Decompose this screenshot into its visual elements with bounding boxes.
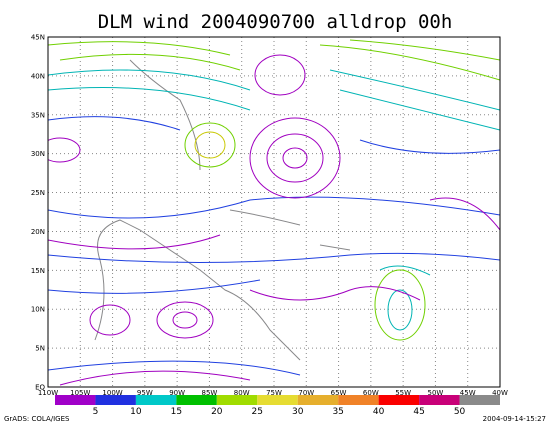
lon-label: 110W: [38, 389, 58, 397]
colorbar-label: 45: [413, 407, 424, 417]
footer-right: 2004-09-14-15:27: [483, 415, 546, 423]
lat-label: 20N: [31, 228, 45, 236]
lat-label: 25N: [31, 189, 45, 197]
lon-label: 85W: [202, 389, 218, 397]
colorbar-swatch: [419, 395, 460, 405]
lon-label: 90W: [169, 389, 185, 397]
streamlines: [48, 39, 500, 386]
colorbar-label: 15: [171, 407, 182, 417]
lat-label: 15N: [31, 267, 45, 275]
colorbar-swatch: [55, 395, 96, 405]
footer-left: GrADS: COLA/IGES: [4, 415, 70, 423]
lat-label: 40N: [31, 72, 45, 80]
lon-label: 70W: [298, 389, 314, 397]
colorbar-label: 5: [93, 407, 99, 417]
colorbar-label: 35: [332, 407, 343, 417]
streamline: [184, 122, 236, 168]
streamline: [194, 131, 226, 159]
colorbar: 5 10 15 20 25 30 35 40 45 50: [55, 395, 500, 417]
lon-label: 40W: [492, 389, 508, 397]
colorbar-label: 25: [252, 407, 263, 417]
lat-label: 35N: [31, 111, 45, 119]
colorbar-label: 50: [454, 407, 466, 417]
streamline-group: [48, 54, 500, 386]
streamline: [48, 39, 500, 81]
colorbar-swatch: [257, 395, 298, 405]
lon-label: 105W: [70, 389, 90, 397]
lon-label: 55W: [395, 389, 411, 397]
colorbar-label: 20: [211, 407, 223, 417]
colorbar-label: 30: [292, 407, 304, 417]
colorbar-swatch: [176, 395, 217, 405]
colorbar-swatch: [297, 395, 339, 405]
colorbar-swatch: [338, 395, 379, 405]
lon-label: 50W: [428, 389, 444, 397]
streamline: [48, 69, 500, 276]
lon-label: 75W: [266, 389, 282, 397]
coastline: [94, 59, 351, 361]
colorbar-swatch: [135, 395, 177, 405]
colorbar-swatch: [216, 395, 258, 405]
streamline: [48, 116, 500, 376]
streamline: [387, 289, 413, 331]
colorbar-swatch: [459, 395, 500, 405]
title: DLM wind 2004090700 alldrop 00h: [98, 11, 453, 33]
colorbar-label: 10: [130, 407, 142, 417]
lon-label: 80W: [234, 389, 250, 397]
colorbar-swatch: [378, 395, 420, 405]
lat-label: 30N: [31, 150, 45, 158]
lon-label: 100W: [102, 389, 122, 397]
lon-label: 65W: [331, 389, 347, 397]
lat-label: EQ: [35, 384, 45, 392]
map-frame: [47, 36, 501, 388]
lat-label: 45N: [31, 34, 45, 42]
colorbar-label: 40: [373, 407, 385, 417]
lon-label: 95W: [137, 389, 153, 397]
lat-label: 10N: [31, 306, 45, 314]
lat-label: 5N: [35, 345, 45, 353]
lon-label: 45W: [460, 389, 476, 397]
streamline: [374, 269, 426, 341]
lon-label: 60W: [363, 389, 379, 397]
colorbar-swatch: [95, 395, 136, 405]
